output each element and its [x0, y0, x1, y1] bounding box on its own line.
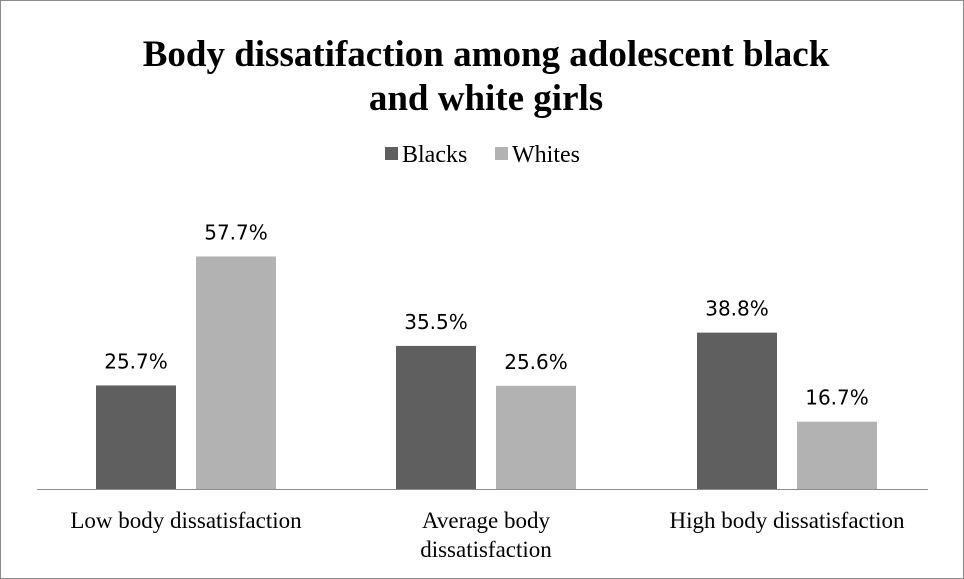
data-label-whites-1: 57.7%: [204, 220, 268, 244]
category-label-1: Low body dissatisfaction: [70, 508, 302, 533]
category-label-3: High body dissatisfaction: [669, 508, 905, 533]
bar-whites-2: [496, 385, 576, 489]
chart-title-line-2: and white girls: [369, 78, 603, 119]
category-label-2-line-2: dissatisfaction: [420, 537, 552, 562]
plot-area: 25.7% 57.7% Low body dissatisfaction 35.5% 2…: [37, 220, 928, 562]
bar-blacks-1: [96, 385, 176, 489]
category-label-2-line-1: Average body: [422, 508, 550, 533]
legend-label-whites: Whites: [512, 142, 580, 168]
legend-swatch-blacks: [385, 147, 398, 160]
data-label-blacks-1: 25.7%: [104, 349, 168, 373]
legend: Blacks Whites: [385, 142, 580, 168]
bar-whites-1: [196, 256, 276, 489]
data-label-blacks-3: 38.8%: [705, 297, 769, 321]
legend-label-blacks: Blacks: [402, 142, 467, 168]
bar-blacks-2: [396, 345, 476, 489]
data-label-whites-2: 25.6%: [504, 350, 568, 374]
data-label-blacks-2: 35.5%: [404, 310, 468, 334]
bar-blacks-3: [697, 332, 777, 489]
bar-whites-3: [797, 421, 877, 489]
data-label-whites-3: 16.7%: [805, 386, 869, 410]
legend-swatch-whites: [495, 147, 508, 160]
chart-title-line-1: Body dissatifaction among adolescent bla…: [143, 34, 830, 75]
